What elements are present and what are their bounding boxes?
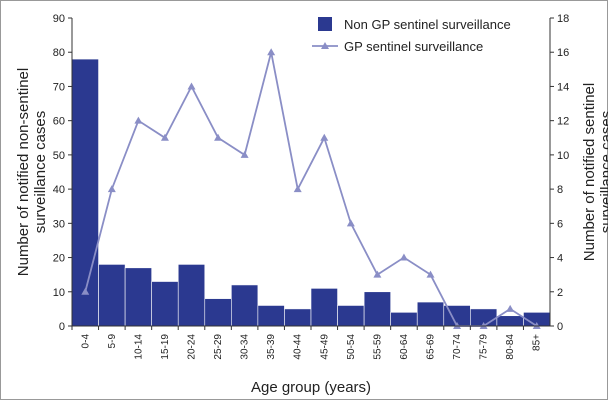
y-axis-label: Number of notified non-sentinel <box>15 68 32 276</box>
bar <box>496 315 524 327</box>
x-tick-label: 30-34 <box>240 334 251 360</box>
y2-tick-label: 12 <box>557 116 569 128</box>
bar <box>177 264 206 327</box>
bar <box>71 58 99 327</box>
y2-tick-label: 4 <box>557 253 563 265</box>
y-tick-label: 90 <box>53 13 65 25</box>
x-tick-label: 45-49 <box>319 334 330 360</box>
bar <box>98 264 126 327</box>
y2-tick-label: 8 <box>557 184 563 196</box>
x-tick-label: 50-54 <box>346 334 357 360</box>
y2-tick-label: 14 <box>557 81 569 93</box>
point <box>399 253 408 261</box>
legend-swatch <box>318 17 332 31</box>
x-tick-label: 20-24 <box>187 334 198 360</box>
y-tick-label: 80 <box>53 47 65 59</box>
point <box>214 133 223 141</box>
bar <box>204 298 232 327</box>
bar <box>151 281 179 327</box>
y-tick-label: 40 <box>53 184 65 196</box>
point <box>240 150 249 158</box>
y2-tick-label: 18 <box>557 13 569 25</box>
legend-label: GP sentinel surveillance <box>344 39 483 54</box>
y2-tick-label: 16 <box>557 47 569 59</box>
bar <box>390 312 418 327</box>
x-tick-label: 15-19 <box>160 334 171 360</box>
x-axis-label: Age group (years) <box>251 379 371 396</box>
x-tick-label: 55-59 <box>372 334 383 360</box>
x-tick-label: 5-9 <box>107 334 118 349</box>
x-tick-label: 75-79 <box>479 334 490 360</box>
point <box>373 270 382 278</box>
x-tick-label: 10-14 <box>133 334 144 360</box>
bar <box>124 267 152 327</box>
x-tick-label: 35-39 <box>266 334 277 360</box>
point <box>160 133 169 141</box>
bar <box>416 301 445 327</box>
bar <box>231 284 259 327</box>
x-tick-label: 65-69 <box>426 334 437 360</box>
point <box>81 287 90 295</box>
x-tick-label: 85+ <box>532 334 543 351</box>
point <box>426 270 435 278</box>
y2-axis-label: surveillance cases <box>598 111 608 234</box>
point <box>346 219 355 227</box>
y-tick-label: 20 <box>53 253 65 265</box>
point <box>267 48 276 56</box>
point <box>187 82 196 90</box>
y2-tick-label: 6 <box>557 218 563 230</box>
point <box>107 185 116 193</box>
point <box>293 185 302 193</box>
y2-tick-label: 0 <box>557 321 563 333</box>
x-tick-label: 60-64 <box>399 334 410 360</box>
x-tick-label: 0-4 <box>80 334 91 349</box>
point <box>506 304 515 312</box>
x-tick-label: 40-44 <box>293 334 304 360</box>
y-tick-label: 60 <box>53 116 65 128</box>
y-axis-label: surveillance cases <box>32 111 49 234</box>
x-tick-label: 25-29 <box>213 334 224 360</box>
x-tick-label: 70-74 <box>452 334 463 360</box>
bar <box>284 308 312 327</box>
point <box>134 116 143 124</box>
y-tick-label: 70 <box>53 81 65 93</box>
legend-swatch <box>321 42 329 49</box>
y-tick-label: 10 <box>53 287 65 299</box>
bar <box>257 305 285 327</box>
bar <box>363 291 391 327</box>
point <box>320 133 329 141</box>
y-tick-label: 0 <box>59 321 65 333</box>
bar <box>337 305 365 327</box>
y-tick-label: 30 <box>53 218 65 230</box>
bar <box>310 288 338 327</box>
y2-tick-label: 2 <box>557 287 563 299</box>
y-tick-label: 50 <box>53 150 65 162</box>
y2-tick-label: 10 <box>557 150 569 162</box>
x-tick-label: 80-84 <box>505 334 516 360</box>
legend-label: Non GP sentinel surveillance <box>344 17 511 32</box>
y2-axis-label: Number of notified sentinel <box>581 83 598 261</box>
